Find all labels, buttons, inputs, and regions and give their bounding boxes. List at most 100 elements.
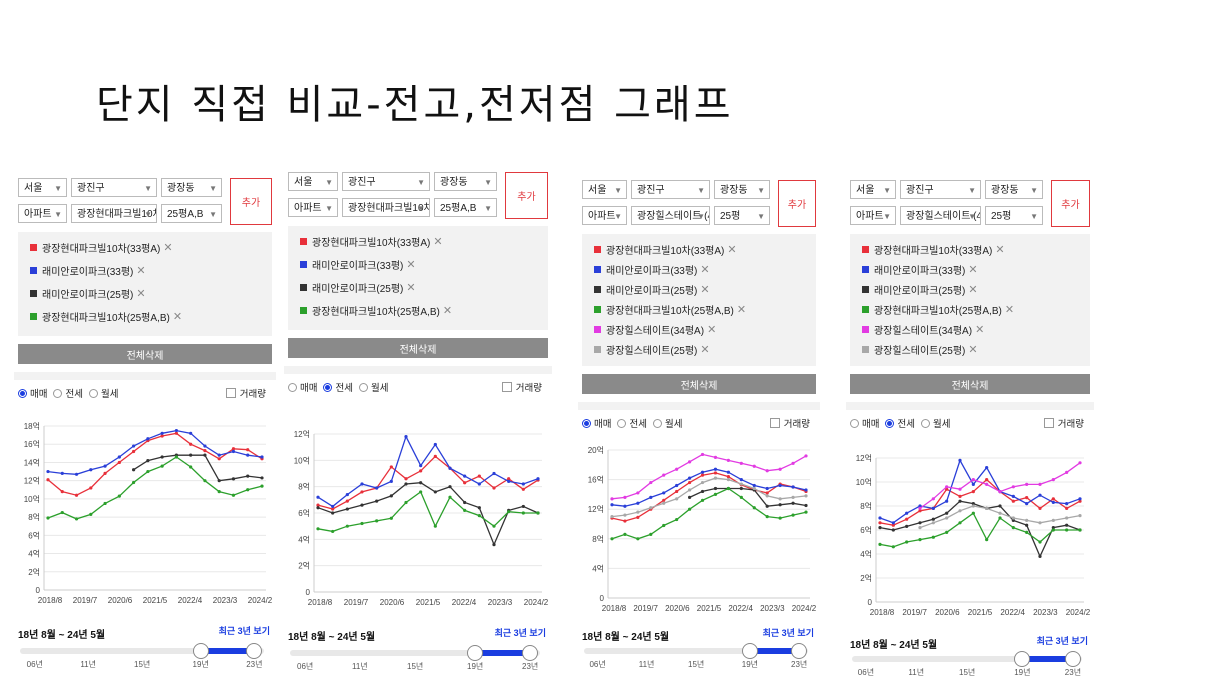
close-icon[interactable]: ✕ [727,244,737,256]
add-button[interactable]: 추가 [230,178,272,225]
radio-option[interactable]: 월세 [88,386,118,400]
radio-circle[interactable] [652,418,662,428]
radio-circle[interactable] [323,382,333,392]
close-icon[interactable]: ✕ [707,324,717,336]
radio-option[interactable]: 매매 [582,416,611,430]
delete-all-button[interactable]: 전체삭제 [18,344,272,364]
close-icon[interactable]: ✕ [1004,304,1015,316]
city-select[interactable]: 서울 ▼ [18,178,67,197]
close-icon[interactable]: ✕ [968,284,978,296]
type-select[interactable]: 아파트 ▼ [18,204,67,223]
slider-track[interactable] [20,648,264,654]
close-icon[interactable]: ✕ [700,344,710,356]
radio-option[interactable]: 전세 [885,416,915,430]
checkbox-box[interactable] [769,418,780,428]
recent-3y-button[interactable]: 최근 3년 보기 [1036,636,1088,646]
close-icon[interactable]: ✕ [163,242,173,254]
recent-3y-button[interactable]: 최근 3년 보기 [494,628,546,638]
radio-circle[interactable] [885,418,895,428]
close-icon[interactable]: ✕ [136,265,146,277]
close-icon[interactable]: ✕ [700,284,710,296]
slider-track[interactable] [584,648,808,654]
close-icon[interactable]: ✕ [406,282,416,294]
slider-start-handle[interactable] [741,643,758,659]
type-select[interactable]: 아파트 ▼ [850,206,896,225]
add-button[interactable]: 추가 [778,180,816,227]
volume-checkbox[interactable]: 거래량 [225,386,266,400]
slider-end-handle[interactable] [522,645,538,661]
slider-end-handle[interactable] [1064,651,1081,667]
size-select[interactable]: 25평A,B ▼ [161,204,222,223]
recent-3y-button[interactable]: 최근 3년 보기 [218,626,270,636]
radio-circle[interactable] [88,388,98,398]
district-select[interactable]: 광진구 ▼ [71,178,157,197]
close-icon[interactable]: ✕ [975,324,985,336]
district-select[interactable]: 광진구 ▼ [342,172,430,191]
close-icon[interactable]: ✕ [968,264,978,276]
slider-start-handle[interactable] [467,645,483,661]
radio-option[interactable]: 매매 [288,380,317,394]
radio-option[interactable]: 월세 [652,416,682,430]
district-select[interactable]: 광진구 ▼ [631,180,710,199]
close-icon[interactable]: ✕ [736,304,747,316]
add-button[interactable]: 추가 [1051,180,1090,227]
radio-option[interactable]: 월세 [920,416,950,430]
radio-circle[interactable] [617,418,627,428]
complex-select[interactable]: 광장힐스테이트 (45▼ [900,206,981,225]
add-button[interactable]: 추가 [505,172,548,219]
volume-checkbox[interactable]: 거래량 [769,416,810,430]
slider-track[interactable] [290,650,540,656]
type-select[interactable]: 아파트 ▼ [582,206,627,225]
district-select[interactable]: 광진구 ▼ [900,180,981,199]
volume-checkbox[interactable]: 거래량 [501,380,542,394]
radio-circle[interactable] [358,382,368,392]
type-select[interactable]: 아파트 ▼ [288,198,338,217]
complex-select[interactable]: 광장현대파크빌10차 ▼ [342,198,430,217]
city-select[interactable]: 서울 ▼ [582,180,627,199]
size-select[interactable]: 25평 ▼ [985,206,1043,225]
radio-circle[interactable] [53,388,63,398]
city-select[interactable]: 서울 ▼ [850,180,896,199]
radio-circle[interactable] [288,382,297,392]
recent-3y-button[interactable]: 최근 3년 보기 [762,628,814,638]
close-icon[interactable]: ✕ [172,311,183,323]
radio-option[interactable]: 전세 [53,386,83,400]
close-icon[interactable]: ✕ [433,236,443,248]
close-icon[interactable]: ✕ [700,264,710,276]
close-icon[interactable]: ✕ [968,344,978,356]
close-icon[interactable]: ✕ [406,259,416,271]
city-select[interactable]: 서울 ▼ [288,172,338,191]
radio-option[interactable]: 전세 [617,416,647,430]
complex-select[interactable]: 광장힐스테이트 (45▼ [631,206,710,225]
dong-select[interactable]: 광장동 ▼ [985,180,1043,199]
radio-option[interactable]: 월세 [358,380,388,394]
radio-circle[interactable] [850,418,859,428]
slider-start-handle[interactable] [192,643,209,659]
dong-select[interactable]: 광장동 ▼ [161,178,222,197]
radio-option[interactable]: 매매 [850,416,879,430]
radio-circle[interactable] [582,418,591,428]
checkbox-box[interactable] [501,382,512,392]
delete-all-button[interactable]: 전체삭제 [288,338,548,358]
radio-option[interactable]: 매매 [18,386,47,400]
slider-start-handle[interactable] [1014,651,1031,667]
slider-end-handle[interactable] [246,643,263,659]
close-icon[interactable]: ✕ [995,244,1005,256]
close-icon[interactable]: ✕ [442,305,453,317]
checkbox-box[interactable] [1043,418,1054,428]
dong-select[interactable]: 광장동 ▼ [434,172,497,191]
complex-select[interactable]: 광장현대파크빌10차 ▼ [71,204,157,223]
delete-all-button[interactable]: 전체삭제 [850,374,1090,394]
dong-select[interactable]: 광장동 ▼ [714,180,770,199]
slider-track[interactable] [852,656,1082,662]
checkbox-box[interactable] [225,388,236,398]
size-select[interactable]: 25평A,B ▼ [434,198,497,217]
volume-checkbox[interactable]: 거래량 [1043,416,1084,430]
delete-all-button[interactable]: 전체삭제 [582,374,816,394]
radio-circle[interactable] [920,418,930,428]
close-icon[interactable]: ✕ [136,288,146,300]
radio-option[interactable]: 전세 [323,380,353,394]
slider-end-handle[interactable] [791,643,808,659]
radio-circle[interactable] [18,388,27,398]
size-select[interactable]: 25평 ▼ [714,206,770,225]
